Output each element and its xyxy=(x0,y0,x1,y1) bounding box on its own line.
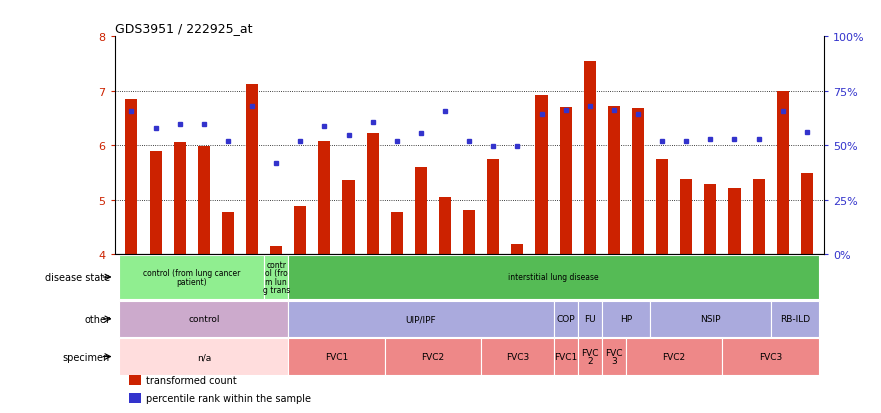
Text: percentile rank within the sample: percentile rank within the sample xyxy=(146,393,312,403)
Text: FVC1: FVC1 xyxy=(554,352,577,361)
Text: RB-ILD: RB-ILD xyxy=(780,315,810,323)
Bar xyxy=(246,85,258,254)
Text: FU: FU xyxy=(584,315,596,323)
Bar xyxy=(578,301,602,337)
Bar xyxy=(366,134,379,254)
Bar xyxy=(264,255,288,299)
Bar xyxy=(125,100,137,254)
Text: FVC
2: FVC 2 xyxy=(581,348,598,365)
Bar xyxy=(288,255,819,299)
Bar xyxy=(559,108,572,254)
Bar xyxy=(119,255,264,299)
Bar xyxy=(602,339,626,375)
Bar xyxy=(318,141,330,254)
Text: UIP/IPF: UIP/IPF xyxy=(405,315,436,323)
Text: FVC3: FVC3 xyxy=(759,352,782,361)
Text: other: other xyxy=(84,314,110,324)
Bar xyxy=(288,339,385,375)
Bar xyxy=(722,339,819,375)
Text: control (from lung cancer
patient): control (from lung cancer patient) xyxy=(143,269,241,286)
Bar xyxy=(481,339,553,375)
Bar xyxy=(487,159,500,254)
Bar xyxy=(391,212,403,254)
Text: FVC1: FVC1 xyxy=(325,352,348,361)
Text: n/a: n/a xyxy=(196,352,211,361)
Text: specimen: specimen xyxy=(63,352,110,362)
Bar xyxy=(129,375,142,385)
Bar xyxy=(704,185,716,254)
Bar xyxy=(626,339,722,375)
Bar xyxy=(174,143,186,254)
Text: FVC3: FVC3 xyxy=(506,352,529,361)
Bar xyxy=(511,244,523,254)
Bar xyxy=(536,96,547,254)
Text: interstitial lung disease: interstitial lung disease xyxy=(508,273,599,282)
Bar xyxy=(656,159,668,254)
Bar xyxy=(119,301,288,337)
Bar xyxy=(270,246,282,254)
Text: NSIP: NSIP xyxy=(700,315,721,323)
Bar xyxy=(602,301,650,337)
Bar xyxy=(288,301,553,337)
Bar xyxy=(777,91,788,254)
Bar xyxy=(222,212,234,254)
Bar xyxy=(415,168,427,254)
Bar xyxy=(729,188,741,254)
Bar xyxy=(608,107,620,254)
Text: FVC2: FVC2 xyxy=(663,352,685,361)
Text: contr
ol (fro
m lun
g trans: contr ol (fro m lun g trans xyxy=(263,261,290,294)
Bar xyxy=(553,301,578,337)
Text: disease state: disease state xyxy=(45,272,110,282)
Bar xyxy=(752,179,765,254)
Text: FVC
3: FVC 3 xyxy=(605,348,623,365)
Bar xyxy=(150,151,161,254)
Bar xyxy=(439,197,451,254)
Text: FVC2: FVC2 xyxy=(421,352,445,361)
Bar xyxy=(197,147,210,254)
Text: control: control xyxy=(188,315,219,323)
Bar xyxy=(129,393,142,403)
Bar xyxy=(553,339,578,375)
Text: HP: HP xyxy=(620,315,632,323)
Bar xyxy=(632,109,644,254)
Bar xyxy=(578,339,602,375)
Bar xyxy=(294,206,307,254)
Bar xyxy=(385,339,481,375)
Bar xyxy=(801,174,813,254)
Bar xyxy=(771,301,819,337)
Bar xyxy=(680,179,692,254)
Bar xyxy=(463,211,475,254)
Bar xyxy=(650,301,771,337)
Text: COP: COP xyxy=(556,315,575,323)
Bar xyxy=(119,339,288,375)
Text: GDS3951 / 222925_at: GDS3951 / 222925_at xyxy=(115,22,252,35)
Text: transformed count: transformed count xyxy=(146,375,237,385)
Bar xyxy=(584,62,596,254)
Bar xyxy=(343,181,354,254)
